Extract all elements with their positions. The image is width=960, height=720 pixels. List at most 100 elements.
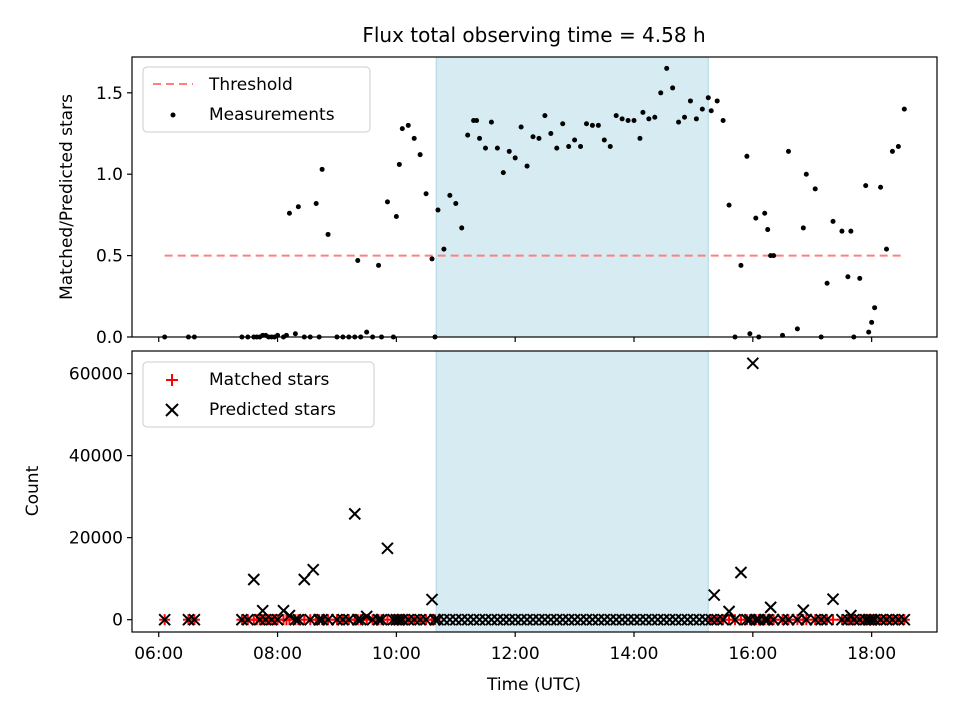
measurement-point: [839, 228, 845, 234]
measurement-point: [866, 329, 872, 335]
measurement-point: [762, 210, 768, 216]
predicted-star-marker: [271, 613, 284, 626]
measurement-point: [863, 183, 869, 189]
measurement-point: [830, 218, 836, 224]
measurement-point: [429, 256, 435, 262]
predicted-star-marker-stroke: [298, 573, 311, 586]
predicted-star-marker-stroke: [342, 613, 356, 626]
predicted-star-marker: [791, 613, 804, 626]
measurement-point: [554, 145, 560, 151]
measurement-point: [405, 122, 411, 128]
top-y-tick-label: 1.5: [96, 84, 123, 104]
predicted-star-marker: [898, 613, 911, 626]
measurement-point: [765, 227, 771, 233]
top-y-axis-label: Matched/Predicted stars: [57, 94, 77, 300]
predicted-star-marker: [354, 613, 367, 626]
predicted-star-marker: [800, 613, 813, 626]
predicted-star-marker: [351, 613, 364, 626]
predicted-star-marker: [393, 613, 406, 626]
predicted-star-marker: [740, 613, 754, 626]
measurement-point: [447, 192, 453, 198]
top-y-tick-label: 1.0: [96, 165, 123, 185]
predicted-star-marker: [247, 573, 260, 586]
measurement-point: [889, 148, 895, 154]
predicted-star-marker: [767, 613, 780, 626]
top-y-ticks: 0.0 0.5 1.0 1.5: [96, 84, 132, 348]
legend-measurements-label: Measurements: [209, 105, 335, 125]
measurement-point: [601, 137, 607, 143]
measurement-point: [417, 152, 423, 158]
measurement-point: [494, 145, 500, 151]
predicted-star-marker-stroke: [722, 605, 736, 618]
predicted-star-marker-stroke: [393, 613, 406, 626]
measurement-point: [488, 119, 494, 125]
measurement-point: [726, 202, 732, 208]
predicted-star-marker: [241, 613, 255, 626]
predicted-star-marker-stroke: [312, 613, 326, 626]
predicted-star-marker-stroke: [256, 604, 269, 617]
measurement-point: [803, 171, 809, 177]
measurement-point: [286, 210, 292, 216]
top-legend-box: [142, 66, 371, 133]
predicted-star-marker: [782, 613, 795, 626]
predicted-star-marker: [312, 613, 326, 626]
measurement-point: [771, 253, 777, 259]
predicted-star-marker-stroke: [381, 542, 394, 555]
predicted-star-marker: [342, 613, 356, 626]
measurement-point: [589, 122, 595, 128]
legend-threshold-label: Threshold: [208, 75, 293, 95]
predicted-star-marker-stroke: [419, 613, 433, 626]
predicted-star-marker-stroke: [247, 573, 260, 586]
predicted-star-marker-stroke: [158, 613, 171, 626]
measurement-point: [714, 98, 720, 104]
measurement-point: [319, 166, 325, 172]
bottom-x-tick-label: 06:00: [134, 644, 183, 664]
measurement-point: [512, 155, 518, 161]
measurement-point: [901, 106, 907, 112]
predicted-star-marker-stroke: [372, 613, 385, 626]
predicted-star-marker: [865, 613, 878, 626]
measurement-point: [646, 116, 652, 122]
measurement-point: [720, 117, 726, 123]
measurement-point: [785, 148, 791, 154]
predicted-star-marker: [820, 613, 834, 626]
predicted-star-marker-stroke: [782, 613, 795, 626]
predicted-star-marker-stroke: [708, 588, 721, 602]
top-y-tick-label: 0.5: [96, 247, 123, 267]
bottom-y-tick-label: 60000: [69, 365, 123, 385]
predicted-star-points: [158, 357, 911, 626]
predicted-star-marker: [298, 573, 311, 586]
bottom-y-ticks: 0 20000 40000 60000: [69, 365, 132, 631]
predicted-star-marker-stroke: [428, 613, 442, 626]
predicted-star-marker-stroke: [898, 613, 911, 626]
measurement-point: [884, 246, 890, 252]
measurement-point: [566, 144, 572, 150]
measurement-point: [637, 135, 643, 141]
bottom-y-axis-label: Count: [23, 465, 43, 516]
predicted-star-marker: [348, 507, 361, 521]
measurement-point: [682, 114, 688, 120]
bottom-x-tick-label: 08:00: [253, 644, 302, 664]
predicted-star-marker: [734, 566, 748, 579]
measurement-point: [664, 65, 670, 71]
measurement-point: [670, 85, 676, 91]
top-y-tick-label: 0.0: [96, 328, 123, 348]
predicted-star-marker-stroke: [740, 613, 754, 626]
measurement-point: [708, 108, 714, 114]
measurement-point: [459, 225, 465, 231]
measurement-point: [578, 144, 584, 150]
measurement-point: [482, 145, 488, 151]
top-legend: Threshold Measurements: [142, 66, 371, 133]
measurement-point: [560, 121, 566, 127]
predicted-star-marker-stroke: [304, 613, 317, 626]
measurement-point: [747, 331, 753, 337]
measurement-point: [824, 280, 830, 286]
predicted-star-marker: [188, 613, 201, 626]
measurement-point: [640, 109, 646, 115]
measurement-point: [313, 201, 319, 207]
measurement-point: [536, 135, 542, 141]
observing-span-bottom: [436, 351, 709, 632]
predicted-star-marker-stroke: [728, 613, 742, 626]
measurement-point: [652, 114, 658, 120]
measurement-point: [453, 201, 459, 207]
